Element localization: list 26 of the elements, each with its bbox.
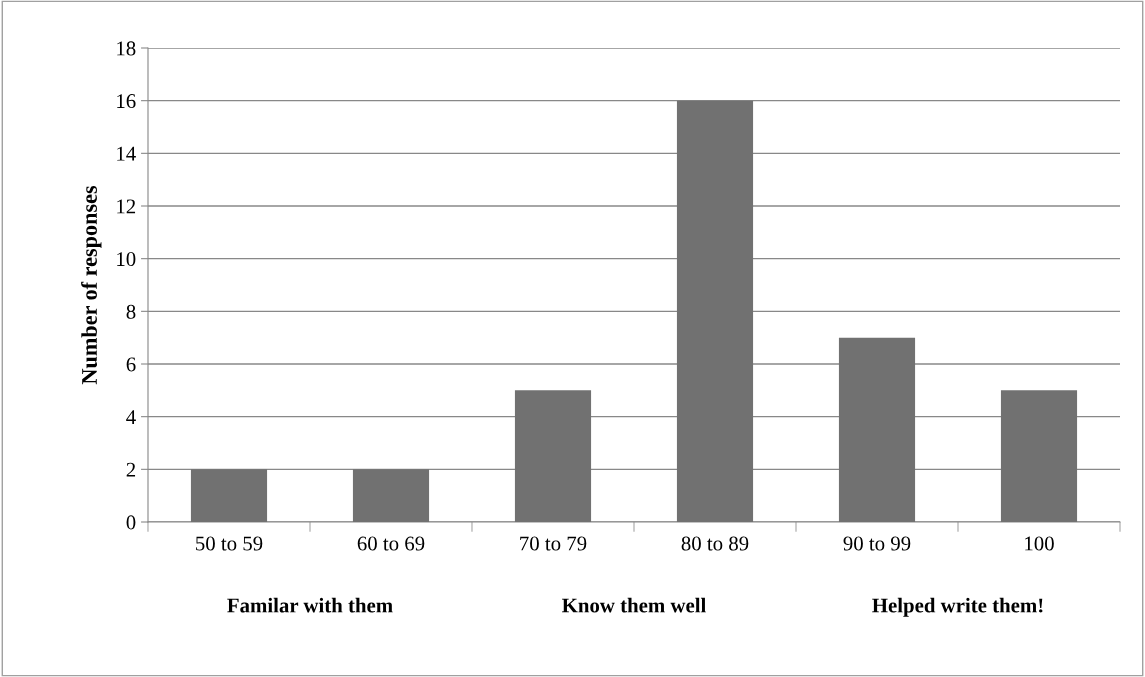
bar	[190, 469, 268, 522]
y-tick-label: 2	[126, 462, 136, 477]
x-tick-label: 60 to 69	[357, 536, 425, 551]
y-tick-label: 12	[117, 199, 136, 214]
bar	[1000, 390, 1078, 522]
y-tick-label: 18	[117, 41, 136, 56]
text: Know them well	[562, 597, 706, 613]
x-tick-label: 80 to 89	[681, 536, 749, 551]
bar	[514, 390, 592, 522]
y-tick-label: 8	[126, 304, 136, 319]
bar	[352, 469, 430, 522]
y-axis-title: Number of responses	[81, 185, 102, 385]
bar	[838, 337, 916, 522]
text: Helped write them!	[872, 597, 1043, 617]
text: Familar with them	[227, 597, 393, 613]
y-tick-label: 6	[126, 357, 136, 372]
x-tick-label: 90 to 99	[843, 536, 911, 551]
y-tick-label: 0	[126, 515, 136, 530]
y-tick-label: 10	[117, 252, 136, 267]
y-tick-label: 4	[126, 410, 136, 424]
y-tick-label: 16	[117, 94, 136, 109]
bar	[676, 100, 754, 522]
x-tick-label: 70 to 79	[520, 536, 587, 551]
x-tick-label: 100	[1025, 536, 1054, 551]
x-tick-label: 50 to 59	[196, 536, 263, 551]
y-tick-label: 14	[117, 146, 136, 161]
